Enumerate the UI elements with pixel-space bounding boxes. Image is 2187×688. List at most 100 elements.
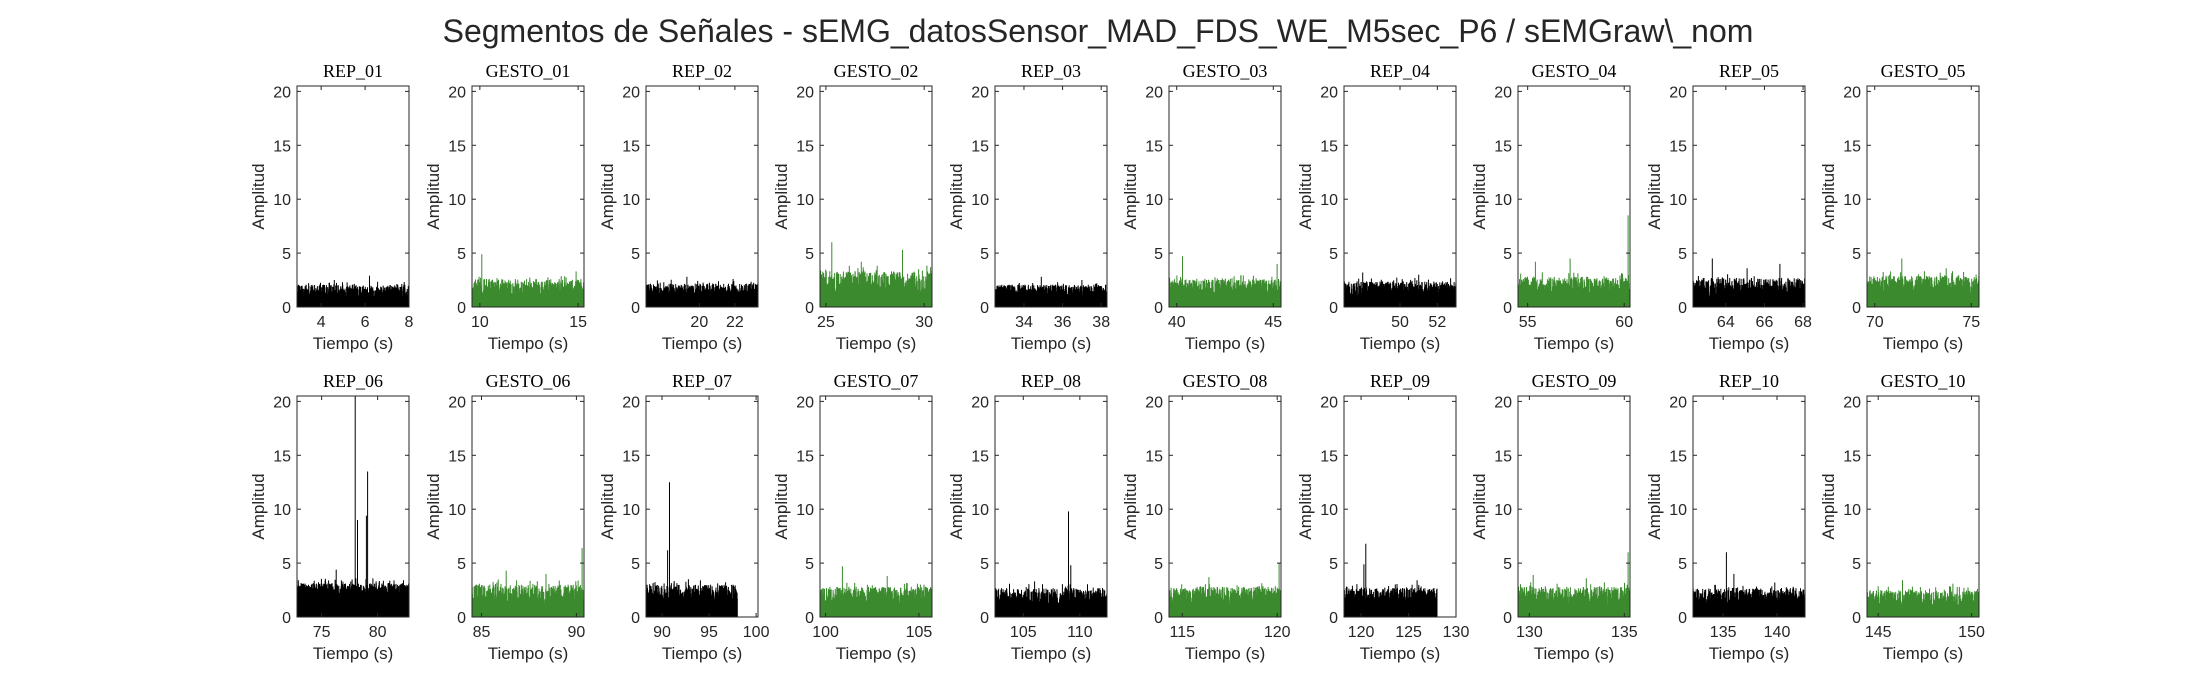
axes-frame: [645, 395, 759, 618]
y-axis-label: Amplitud: [1470, 473, 1489, 539]
subplot-gesto-09: 0 5 10 15 20 130 135 GESTO_09 Tiempo (s) Amplitud: [1470, 371, 1638, 663]
y-tick-label: 15: [796, 448, 814, 465]
y-tick-label: 15: [1145, 138, 1163, 155]
y-axis-label: Amplitud: [772, 163, 791, 229]
subplot-title: REP_08: [1021, 371, 1081, 391]
axes-frame: [1168, 85, 1282, 308]
signal-trace: [1867, 258, 1979, 307]
x-axis-label: Tiempo (s): [1360, 334, 1441, 353]
x-tick-label: 130: [1443, 624, 1470, 641]
y-axis-label: Amplitud: [1819, 473, 1838, 539]
y-tick-label: 0: [1852, 610, 1861, 627]
x-axis-label: Tiempo (s): [1534, 644, 1615, 663]
y-tick-label: 0: [1154, 300, 1163, 317]
subplot-rep-02: 0 5 10 15 20 20 22 REP_02 Tiempo (s) Amplitud: [598, 61, 759, 353]
y-tick-label: 10: [1494, 502, 1512, 519]
x-tick-label: 140: [1764, 624, 1791, 641]
axes-frame: [819, 395, 933, 618]
subplot-title: REP_03: [1021, 61, 1081, 81]
y-tick-label: 20: [1320, 84, 1338, 101]
axes-frame: [471, 85, 585, 308]
signal-trace: [646, 276, 758, 307]
y-axis-label: Amplitud: [947, 163, 966, 229]
x-tick-label: 75: [313, 624, 331, 641]
y-tick-label: 15: [622, 448, 640, 465]
axes-frame: [1692, 395, 1806, 618]
x-tick-label: 8: [405, 314, 414, 331]
x-tick-label: 52: [1428, 314, 1446, 331]
signal-trace: [995, 511, 1107, 617]
y-tick-label: 15: [1145, 448, 1163, 465]
x-tick-label: 85: [473, 624, 491, 641]
axes-frame: [1692, 85, 1806, 308]
y-tick-label: 15: [273, 448, 291, 465]
y-tick-label: 20: [448, 394, 466, 411]
x-axis-label: Tiempo (s): [1011, 644, 1092, 663]
y-tick-label: 0: [805, 610, 814, 627]
y-tick-label: 0: [282, 610, 291, 627]
y-tick-label: 0: [631, 610, 640, 627]
axes-frame: [1866, 85, 1980, 308]
y-tick-label: 10: [1843, 502, 1861, 519]
y-tick-label: 5: [1154, 246, 1163, 263]
y-tick-label: 0: [631, 300, 640, 317]
y-tick-label: 20: [1494, 84, 1512, 101]
y-tick-label: 5: [282, 556, 291, 573]
subplot-title: REP_01: [323, 61, 383, 81]
y-tick-label: 15: [1494, 138, 1512, 155]
x-tick-label: 15: [569, 314, 587, 331]
x-tick-label: 20: [690, 314, 708, 331]
x-tick-label: 95: [700, 624, 718, 641]
axes-frame: [819, 85, 933, 308]
x-axis-label: Tiempo (s): [662, 644, 743, 663]
x-axis-label: Tiempo (s): [1185, 644, 1266, 663]
x-axis-label: Tiempo (s): [488, 644, 569, 663]
x-tick-label: 90: [653, 624, 671, 641]
subplot-title: GESTO_03: [1183, 61, 1268, 81]
y-tick-label: 5: [282, 246, 291, 263]
y-tick-label: 0: [1154, 610, 1163, 627]
subplot-title: REP_06: [323, 371, 383, 391]
subplot-gesto-06: 0 5 10 15 20 85 90 GESTO_06 Tiempo (s) Amplitud: [424, 371, 585, 663]
y-tick-label: 5: [631, 556, 640, 573]
subplot-gesto-02: 0 5 10 15 20 25 30 GESTO_02 Tiempo (s) Amplitud: [772, 61, 933, 353]
y-axis-label: Amplitud: [772, 473, 791, 539]
axes-frame: [471, 395, 585, 618]
x-axis-label: Tiempo (s): [1883, 334, 1964, 353]
y-tick-label: 10: [1145, 192, 1163, 209]
signal-trace: [1693, 258, 1805, 307]
signal-trace: [1867, 580, 1979, 617]
subplot-title: REP_10: [1719, 371, 1779, 391]
x-tick-label: 110: [1067, 624, 1093, 641]
subplot-title: GESTO_01: [486, 61, 571, 81]
y-tick-label: 15: [971, 138, 989, 155]
figure-title: Segmentos de Señales - sEMG_datosSensor_…: [443, 13, 1754, 49]
x-tick-label: 115: [1170, 624, 1196, 641]
x-tick-label: 70: [1866, 314, 1884, 331]
y-tick-label: 20: [1145, 394, 1163, 411]
subplot-title: REP_07: [672, 371, 732, 391]
y-tick-label: 0: [282, 300, 291, 317]
y-tick-label: 10: [273, 502, 291, 519]
y-tick-label: 5: [1852, 556, 1861, 573]
x-tick-label: 80: [369, 624, 387, 641]
y-tick-label: 15: [971, 448, 989, 465]
subplot-title: GESTO_09: [1532, 371, 1617, 391]
y-tick-label: 20: [1669, 394, 1687, 411]
x-tick-label: 130: [1516, 624, 1543, 641]
axes-frame: [1517, 85, 1631, 308]
y-tick-label: 10: [796, 192, 814, 209]
y-tick-label: 10: [1669, 502, 1687, 519]
subplot-title: GESTO_06: [486, 371, 571, 391]
y-tick-label: 0: [980, 610, 989, 627]
y-tick-label: 10: [448, 502, 466, 519]
y-tick-label: 15: [1669, 448, 1687, 465]
x-tick-label: 6: [361, 314, 370, 331]
y-axis-label: Amplitud: [1296, 163, 1315, 229]
y-tick-label: 0: [1678, 300, 1687, 317]
y-tick-label: 0: [1503, 300, 1512, 317]
y-axis-label: Amplitud: [1121, 473, 1140, 539]
signal-trace: [297, 396, 409, 617]
y-axis-label: Amplitud: [1645, 163, 1664, 229]
